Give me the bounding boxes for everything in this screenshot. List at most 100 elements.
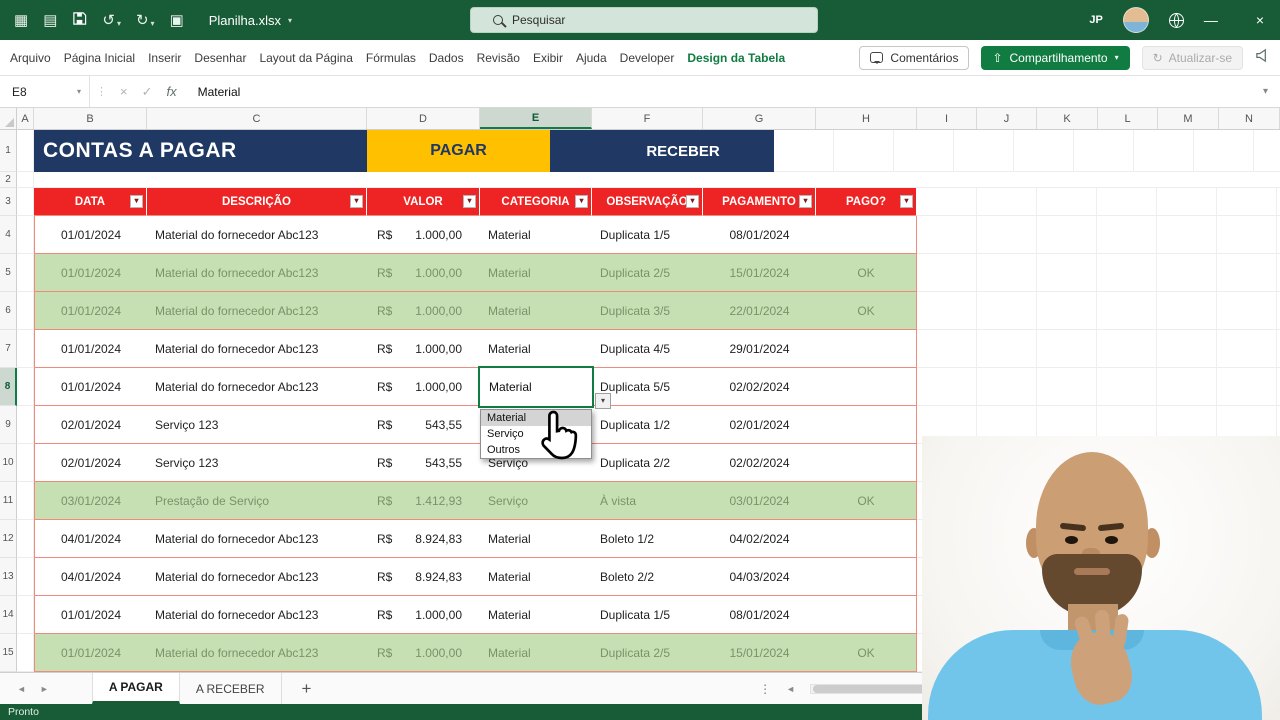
cell-paid-9[interactable] bbox=[816, 406, 917, 444]
column-header-E[interactable]: E bbox=[480, 108, 592, 129]
cell-paid-4[interactable] bbox=[816, 216, 917, 254]
dropdown-item-material[interactable]: Material bbox=[481, 410, 591, 426]
cell-payment-13[interactable]: 04/03/2024 bbox=[703, 558, 816, 596]
cell-A13[interactable] bbox=[17, 558, 34, 596]
dropdown-item-outros[interactable]: Outros bbox=[487, 444, 521, 456]
cell-value-11[interactable]: R$ 1.412,93 bbox=[367, 482, 480, 520]
row-header-10[interactable]: 10 bbox=[0, 444, 17, 482]
cell-value-15[interactable]: R$ 1.000,00 bbox=[367, 634, 480, 672]
cell-category-6[interactable]: Material bbox=[480, 292, 592, 330]
cell-category-13[interactable]: Material bbox=[480, 558, 592, 596]
ribbon-tab-layout-da-p-gina[interactable]: Layout da Página bbox=[259, 50, 353, 65]
cell-category-7[interactable]: Material bbox=[480, 330, 592, 368]
row-header-1[interactable]: 1 bbox=[0, 130, 17, 172]
cell-desc-15[interactable]: Material do fornecedor Abc123 bbox=[147, 634, 367, 672]
cell-A8[interactable] bbox=[17, 368, 34, 406]
row-header-9[interactable]: 9 bbox=[0, 406, 17, 444]
column-header-I[interactable]: I bbox=[917, 108, 977, 129]
cell-value-4[interactable]: R$ 1.000,00 bbox=[367, 216, 480, 254]
cell-obs-13[interactable]: Boleto 2/2 bbox=[592, 558, 703, 596]
cell-paid-7[interactable] bbox=[816, 330, 917, 368]
cell-date-6[interactable]: 01/01/2024 bbox=[34, 292, 147, 330]
row-header-8[interactable]: 8 bbox=[0, 368, 17, 406]
ribbon-tab-inserir[interactable]: Inserir bbox=[148, 50, 182, 65]
cell-paid-8[interactable] bbox=[816, 368, 917, 406]
cell-payment-14[interactable]: 08/01/2024 bbox=[703, 596, 816, 634]
cell-A10[interactable] bbox=[17, 444, 34, 482]
cell-date-13[interactable]: 04/01/2024 bbox=[34, 558, 147, 596]
formula-input[interactable]: Material bbox=[197, 84, 241, 99]
cell-obs-4[interactable]: Duplicata 1/5 bbox=[592, 216, 703, 254]
dropdown-item-servico[interactable]: Serviço bbox=[487, 428, 524, 440]
ribbon-tab-developer[interactable]: Developer bbox=[619, 50, 675, 65]
header-valor[interactable]: VALOR ▾ bbox=[367, 188, 480, 216]
column-header-F[interactable]: F bbox=[592, 108, 703, 129]
cell-value-9[interactable]: R$ 543,55 bbox=[367, 406, 480, 444]
cell-obs-15[interactable]: Duplicata 2/5 bbox=[592, 634, 703, 672]
cell-A5[interactable] bbox=[17, 254, 34, 292]
globe-icon[interactable] bbox=[1168, 12, 1184, 28]
cell-A11[interactable] bbox=[17, 482, 34, 520]
ribbon-tab-exibir[interactable]: Exibir bbox=[532, 50, 563, 65]
cell-date-7[interactable]: 01/01/2024 bbox=[34, 330, 147, 368]
column-header-D[interactable]: D bbox=[367, 108, 480, 129]
cell-paid-13[interactable] bbox=[816, 558, 917, 596]
row-header-5[interactable]: 5 bbox=[0, 254, 17, 292]
ribbon-tab-desenhar[interactable]: Desenhar bbox=[194, 50, 247, 65]
column-header-H[interactable]: H bbox=[816, 108, 917, 129]
sheet-nav-left-icon[interactable]: ◄ bbox=[17, 683, 26, 694]
cell-desc-13[interactable]: Material do fornecedor Abc123 bbox=[147, 558, 367, 596]
share-button[interactable]: ⇧ Compartilhamento ▾ bbox=[981, 45, 1130, 70]
ribbon-tab-p-gina-inicial[interactable]: Página Inicial bbox=[63, 50, 136, 65]
cell-payment-4[interactable]: 08/01/2024 bbox=[703, 216, 816, 254]
cell-desc-7[interactable]: Material do fornecedor Abc123 bbox=[147, 330, 367, 368]
cell-payment-8[interactable]: 02/02/2024 bbox=[703, 368, 816, 406]
feedback-icon[interactable] bbox=[1255, 48, 1270, 68]
cell-desc-5[interactable]: Material do fornecedor Abc123 bbox=[147, 254, 367, 292]
cell-obs-11[interactable]: À vista bbox=[592, 482, 703, 520]
name-box[interactable]: E8 ▾ bbox=[0, 76, 90, 107]
cell-date-14[interactable]: 01/01/2024 bbox=[34, 596, 147, 634]
header-pagamento[interactable]: PAGAMENTO ▾ bbox=[703, 188, 816, 216]
column-header-B[interactable]: B bbox=[34, 108, 147, 129]
cell-value-8[interactable]: R$ 1.000,00 bbox=[367, 368, 480, 406]
cell-paid-6[interactable]: OK bbox=[816, 292, 917, 330]
cell-obs-12[interactable]: Boleto 1/2 bbox=[592, 520, 703, 558]
avatar[interactable] bbox=[1122, 7, 1149, 33]
cell-desc-8[interactable]: Material do fornecedor Abc123 bbox=[147, 368, 367, 406]
cell-payment-6[interactable]: 22/01/2024 bbox=[703, 292, 816, 330]
receber-button[interactable]: RECEBER bbox=[592, 130, 774, 172]
cell-value-5[interactable]: R$ 1.000,00 bbox=[367, 254, 480, 292]
cell-payment-5[interactable]: 15/01/2024 bbox=[703, 254, 816, 292]
cell-date-15[interactable]: 01/01/2024 bbox=[34, 634, 147, 672]
cell-category-14[interactable]: Material bbox=[480, 596, 592, 634]
minimize-button[interactable]: — bbox=[1203, 12, 1218, 28]
cell-obs-7[interactable]: Duplicata 4/5 bbox=[592, 330, 703, 368]
cell-value-6[interactable]: R$ 1.000,00 bbox=[367, 292, 480, 330]
search-bar[interactable]: Pesquisar bbox=[470, 7, 818, 33]
cell-A14[interactable] bbox=[17, 596, 34, 634]
row-header-7[interactable]: 7 bbox=[0, 330, 17, 368]
cell-payment-7[interactable]: 29/01/2024 bbox=[703, 330, 816, 368]
cell-date-8[interactable]: 01/01/2024 bbox=[34, 368, 147, 406]
close-button[interactable]: × bbox=[1255, 12, 1264, 28]
cell-category-12[interactable]: Material bbox=[480, 520, 592, 558]
cell-obs-10[interactable]: Duplicata 2/2 bbox=[592, 444, 703, 482]
cell-A12[interactable] bbox=[17, 520, 34, 558]
cell-date-11[interactable]: 03/01/2024 bbox=[34, 482, 147, 520]
redo-button[interactable]: ↻ ▾ bbox=[136, 13, 155, 28]
cell-A3[interactable] bbox=[17, 188, 34, 216]
filter-button[interactable]: ▾ bbox=[686, 194, 699, 208]
comments-button[interactable]: Comentários bbox=[859, 45, 970, 70]
hscroll-left-icon[interactable]: ◄ bbox=[786, 683, 795, 694]
tool-icon[interactable]: ▣ bbox=[169, 11, 184, 29]
cell-desc-9[interactable]: Serviço 123 bbox=[147, 406, 367, 444]
undo-button[interactable]: ↺ ▾ bbox=[102, 13, 121, 28]
ribbon-tab-f-rmulas[interactable]: Fórmulas bbox=[365, 50, 416, 65]
header-observacao[interactable]: OBSERVAÇÃO ▾ bbox=[592, 188, 703, 216]
cell-payment-12[interactable]: 04/02/2024 bbox=[703, 520, 816, 558]
cell-paid-5[interactable]: OK bbox=[816, 254, 917, 292]
cell-category-15[interactable]: Material bbox=[480, 634, 592, 672]
cell-obs-9[interactable]: Duplicata 1/2 bbox=[592, 406, 703, 444]
cell-obs-14[interactable]: Duplicata 1/5 bbox=[592, 596, 703, 634]
